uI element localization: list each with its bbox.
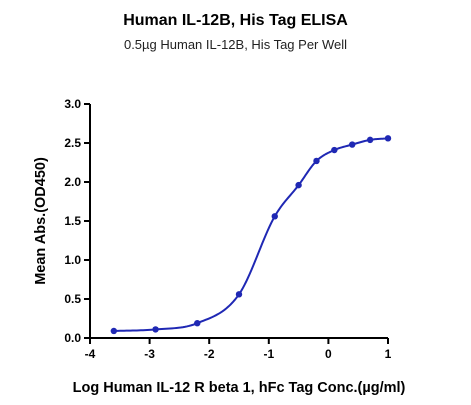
y-tick-label: 1.5 (64, 214, 81, 228)
data-point (152, 326, 159, 333)
data-point (384, 135, 392, 142)
x-axis-label: Log Human IL-12 R beta 1, hFc Tag Conc.(… (73, 380, 406, 396)
y-tick-label: 0.0 (64, 331, 81, 345)
data-point (313, 157, 320, 165)
y-axis-label: Mean Abs.(OD450) (33, 157, 49, 285)
y-tick-label: 2.0 (64, 175, 81, 189)
y-tick-label: 3.0 (64, 97, 81, 111)
x-tick-label: 1 (385, 347, 392, 361)
chart-title: Human IL-12B, His Tag ELISA (123, 12, 348, 29)
fit-curve (113, 137, 389, 332)
chart-subtitle: 0.5µg Human IL-12B, His Tag Per Well (123, 37, 348, 52)
data-point (194, 319, 201, 327)
data-point (366, 136, 374, 144)
x-tick-label: -3 (144, 347, 155, 361)
data-point (110, 327, 118, 335)
y-axis-ticks: 0.0 0.5 1.0 1.5 2.0 2.5 3.0 (64, 97, 90, 345)
y-tick-label: 1.0 (64, 253, 81, 267)
x-tick-label: -4 (85, 347, 96, 361)
data-point (235, 291, 243, 298)
data-point (271, 213, 278, 220)
x-tick-label: 0 (325, 347, 332, 361)
x-axis-ticks: -4 -3 -2 -1 0 1 (85, 338, 392, 361)
x-tick-label: -1 (263, 347, 274, 361)
data-point (331, 146, 338, 154)
y-tick-label: 2.5 (64, 136, 81, 150)
data-point (295, 181, 302, 189)
x-tick-label: -2 (204, 347, 215, 361)
data-points (110, 135, 392, 335)
data-point (349, 141, 356, 148)
y-tick-label: 0.5 (64, 292, 81, 306)
